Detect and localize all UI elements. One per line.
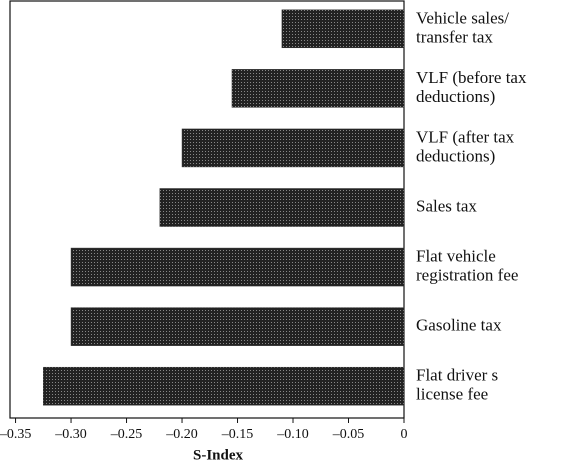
x-tick-label: –0.25 <box>110 427 143 442</box>
category-label: Flat vehicle registration fee <box>416 246 518 284</box>
bar <box>70 247 405 287</box>
category-label: Sales tax <box>416 196 477 215</box>
x-tick-label: –0.10 <box>276 427 309 442</box>
bar <box>181 128 405 168</box>
x-tick-label: –0.15 <box>221 427 254 442</box>
category-label: VLF (before tax deductions) <box>416 68 527 106</box>
bar <box>70 307 405 346</box>
x-tick-label: –0.30 <box>54 427 87 442</box>
category-label: Flat driver s license fee <box>416 366 498 404</box>
x-axis-label: S-Index <box>193 447 244 463</box>
bar <box>281 9 405 49</box>
category-label: Gasoline tax <box>416 316 502 335</box>
category-label: VLF (after tax deductions) <box>416 127 515 165</box>
x-tick-label: –0.35 <box>0 427 31 442</box>
bar <box>43 366 405 406</box>
bar <box>159 188 405 227</box>
category-label: Vehicle sales/transfer tax <box>416 8 509 46</box>
bar <box>231 69 405 108</box>
x-tick-label: 0 <box>401 427 408 442</box>
x-tick-label: –0.05 <box>332 427 365 442</box>
x-tick-label: –0.20 <box>165 427 198 442</box>
